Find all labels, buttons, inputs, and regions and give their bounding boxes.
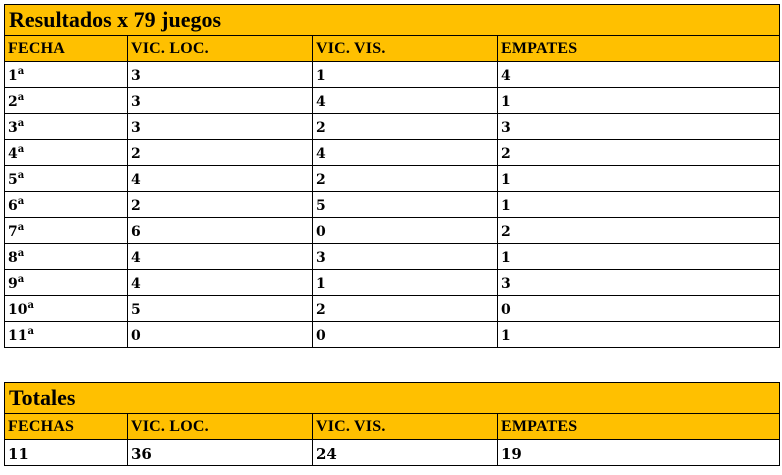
fecha-cell: 9a xyxy=(4,269,128,296)
ordinal-suffix: a xyxy=(27,326,34,337)
empates-cell: 3 xyxy=(496,113,781,140)
vic-loc-cell: 2 xyxy=(127,139,313,166)
results-title: Resultados x 79 juegos xyxy=(3,4,781,36)
ordinal-suffix: a xyxy=(17,118,25,129)
vic-vis-cell: 3 xyxy=(312,243,498,270)
empates-cell: 1 xyxy=(496,87,781,114)
vic-loc-cell: 2 xyxy=(127,191,313,218)
empates-cell: 1 xyxy=(496,321,781,348)
vic-loc-cell: 5 xyxy=(127,295,313,322)
header-vic-vis: VIC. VIS. xyxy=(312,413,498,440)
totals-vic-vis: 24 xyxy=(312,439,498,466)
table-row: 11a 0 0 1 xyxy=(4,321,781,348)
vic-loc-cell: 4 xyxy=(127,243,313,270)
totals-header-row: FECHAS VIC. LOC. VIC. VIS. EMPATES xyxy=(4,413,781,440)
ordinal-suffix: a xyxy=(17,222,25,233)
vic-vis-cell: 2 xyxy=(312,165,498,192)
ordinal-suffix: a xyxy=(27,300,34,311)
fecha-cell: 6a xyxy=(4,191,128,218)
vic-vis-cell: 4 xyxy=(312,87,498,114)
ordinal-suffix: a xyxy=(17,66,25,77)
empates-cell: 1 xyxy=(496,191,781,218)
ordinal-suffix: a xyxy=(17,248,25,259)
totals-fechas: 11 xyxy=(4,439,128,466)
vic-vis-cell: 0 xyxy=(312,217,498,244)
vic-loc-cell: 4 xyxy=(127,165,313,192)
vic-vis-cell: 5 xyxy=(312,191,498,218)
totals-table: Totales FECHAS VIC. LOC. VIC. VIS. EMPAT… xyxy=(3,382,781,466)
fecha-cell: 7a xyxy=(4,217,128,244)
table-row: 2a 3 4 1 xyxy=(4,87,781,114)
vic-loc-cell: 3 xyxy=(127,113,313,140)
empates-cell: 2 xyxy=(496,139,781,166)
ordinal-suffix: a xyxy=(17,196,25,207)
ordinal-suffix: a xyxy=(17,274,25,285)
vic-vis-cell: 1 xyxy=(312,269,498,296)
empates-cell: 4 xyxy=(496,61,781,88)
empates-cell: 3 xyxy=(496,269,781,296)
table-row: 6a 2 5 1 xyxy=(4,191,781,218)
totals-vic-loc: 36 xyxy=(127,439,313,466)
totals-empates: 19 xyxy=(496,439,781,466)
header-vic-vis: VIC. VIS. xyxy=(312,35,498,62)
table-row: 1a 3 1 4 xyxy=(4,61,781,88)
totals-title: Totales xyxy=(3,382,781,414)
table-row: 10a 5 2 0 xyxy=(4,295,781,322)
fecha-cell: 1a xyxy=(4,61,128,88)
header-vic-loc: VIC. LOC. xyxy=(127,35,313,62)
vic-loc-cell: 6 xyxy=(127,217,313,244)
fecha-cell: 3a xyxy=(4,113,128,140)
table-row: 8a 4 3 1 xyxy=(4,243,781,270)
fecha-cell: 10a xyxy=(4,295,128,322)
table-row: 7a 6 0 2 xyxy=(4,217,781,244)
table-row: 9a 4 1 3 xyxy=(4,269,781,296)
fecha-cell: 2a xyxy=(4,87,128,114)
header-fecha: FECHA xyxy=(4,35,128,62)
table-row: 5a 4 2 1 xyxy=(4,165,781,192)
ordinal-suffix: a xyxy=(17,144,25,155)
totals-row: 11 36 24 19 xyxy=(4,439,781,466)
empates-cell: 1 xyxy=(496,243,781,270)
vic-loc-cell: 0 xyxy=(127,321,313,348)
table-row: 4a 2 4 2 xyxy=(4,139,781,166)
header-fechas: FECHAS xyxy=(4,413,128,440)
vic-loc-cell: 3 xyxy=(127,61,313,88)
vic-vis-cell: 2 xyxy=(312,295,498,322)
ordinal-suffix: a xyxy=(17,92,25,103)
empates-cell: 0 xyxy=(496,295,781,322)
results-table: Resultados x 79 juegos FECHA VIC. LOC. V… xyxy=(3,4,781,348)
results-header-row: FECHA VIC. LOC. VIC. VIS. EMPATES xyxy=(4,35,781,62)
vic-vis-cell: 1 xyxy=(312,61,498,88)
empates-cell: 2 xyxy=(496,217,781,244)
table-row: 3a 3 2 3 xyxy=(4,113,781,140)
header-empates: EMPATES xyxy=(496,35,781,62)
fecha-cell: 11a xyxy=(4,321,128,348)
vic-vis-cell: 4 xyxy=(312,139,498,166)
ordinal-suffix: a xyxy=(17,170,25,181)
fecha-cell: 8a xyxy=(4,243,128,270)
header-vic-loc: VIC. LOC. xyxy=(127,413,313,440)
vic-loc-cell: 4 xyxy=(127,269,313,296)
vic-vis-cell: 2 xyxy=(312,113,498,140)
fecha-cell: 5a xyxy=(4,165,128,192)
empates-cell: 1 xyxy=(496,165,781,192)
vic-loc-cell: 3 xyxy=(127,87,313,114)
vic-vis-cell: 0 xyxy=(312,321,498,348)
fecha-cell: 4a xyxy=(4,139,128,166)
header-empates: EMPATES xyxy=(496,413,781,440)
